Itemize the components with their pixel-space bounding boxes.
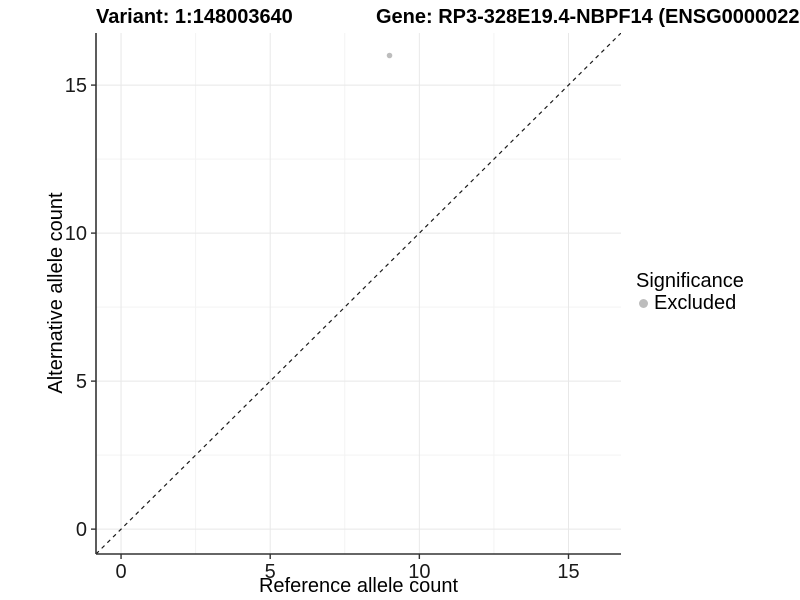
identity-reference-line	[96, 33, 621, 554]
x-axis-title: Reference allele count	[258, 575, 458, 597]
legend-key-dot-icon	[639, 298, 648, 308]
plot-title-gene: Gene: RP3-328E19.4-NBPF14 (ENSG0000022	[376, 6, 800, 28]
legend-title: Significance	[636, 270, 744, 292]
y-tick-label: 5	[76, 371, 87, 393]
x-tick-label: 15	[557, 561, 579, 583]
plot-title-variant: Variant: 1:148003640	[96, 6, 293, 28]
x-tick-label: 0	[115, 561, 126, 583]
y-tick-label: 0	[76, 519, 87, 541]
y-tick-label: 10	[65, 223, 87, 245]
y-axis-title: Alternative allele count	[45, 192, 67, 394]
legend-item-label: Excluded	[654, 292, 737, 314]
x-tick-label: 5	[265, 561, 276, 583]
legend: Significance Excluded	[636, 270, 744, 314]
legend-item-excluded: Excluded	[636, 292, 744, 314]
y-tick-label: 15	[65, 75, 87, 97]
x-tick-label: 10	[408, 561, 430, 583]
data-point	[386, 52, 393, 59]
